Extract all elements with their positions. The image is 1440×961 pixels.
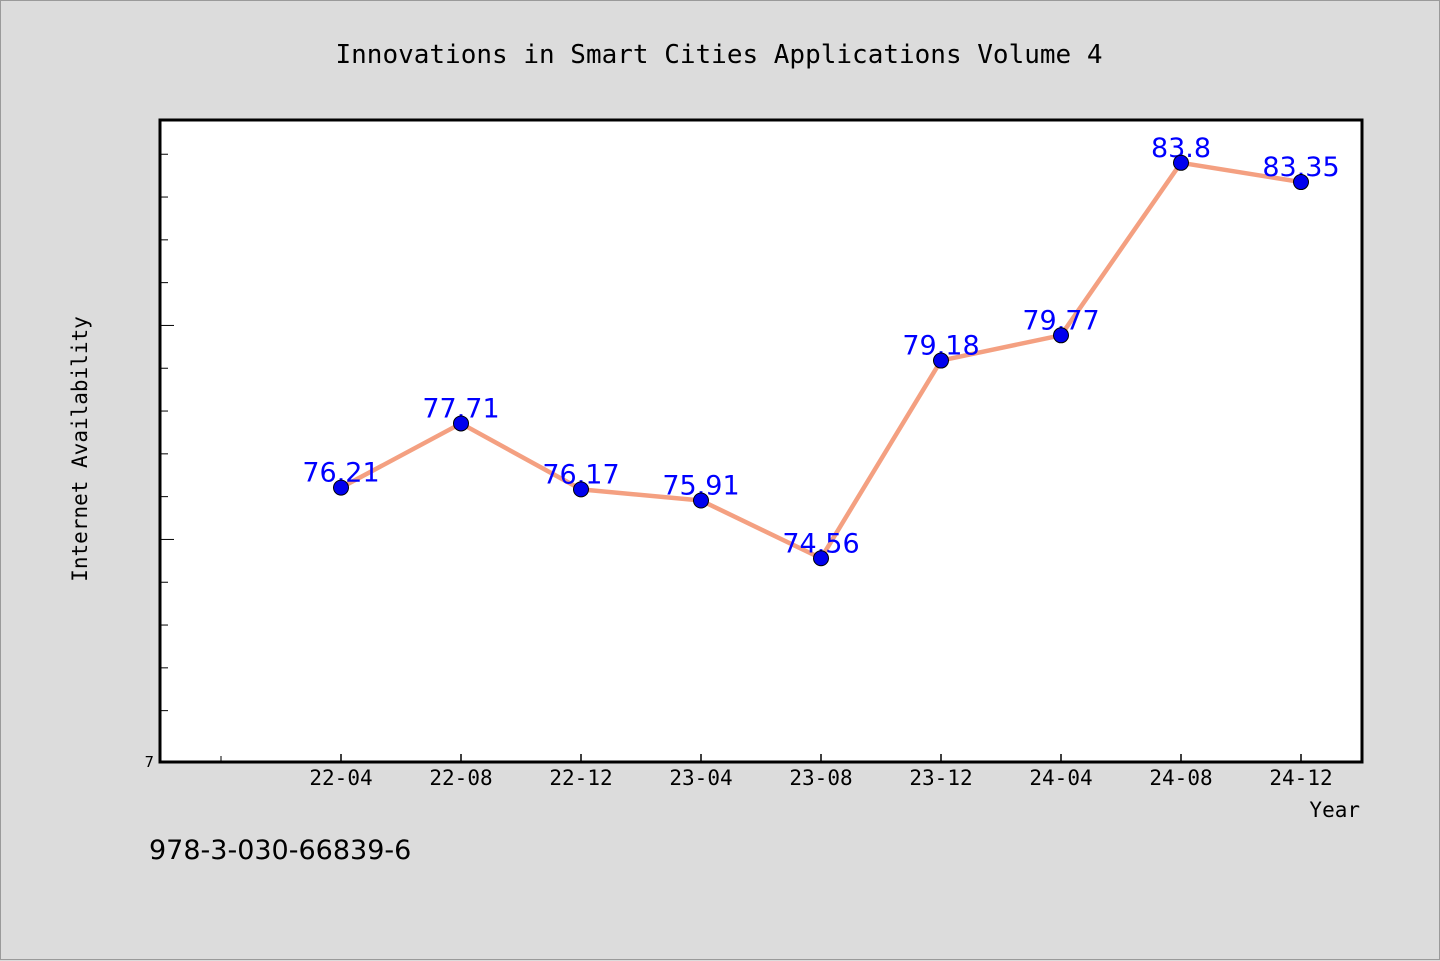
y-axis-label: Internet Availability [68,316,92,582]
x-axis-label: Year [1309,798,1360,822]
x-tick-label: 24-04 [1029,766,1092,790]
y-axis-ticks: 7 [144,153,174,771]
x-tick-label: 22-08 [429,766,492,790]
data-point [1173,154,1189,171]
x-tick-label: 23-04 [669,766,732,790]
x-tick-label: 22-04 [309,766,372,790]
x-axis-ticks: 22-04 22-08 22-12 23-04 23-08 23-12 24-04 24-08… [220,754,1333,790]
x-tick-label: 24-08 [1149,766,1212,790]
data-point [693,492,709,509]
data-point [1053,327,1069,344]
x-tick-label: 23-12 [909,766,972,790]
x-tick-label: 23-08 [789,766,852,790]
data-point [453,415,469,432]
data-point [333,479,349,496]
plot-area [158,118,1364,764]
data-point [1293,174,1309,191]
x-tick-label: 24-12 [1269,766,1332,790]
chart-title: Innovations in Smart Cities Applications… [335,40,1102,70]
isbn-text: 978-3-030-66839-6 [149,835,412,866]
data-point [573,481,589,498]
x-tick-label: 22-12 [549,766,612,790]
data-point [813,550,829,567]
y-tick-label: 7 [144,753,154,771]
data-point [933,352,949,369]
